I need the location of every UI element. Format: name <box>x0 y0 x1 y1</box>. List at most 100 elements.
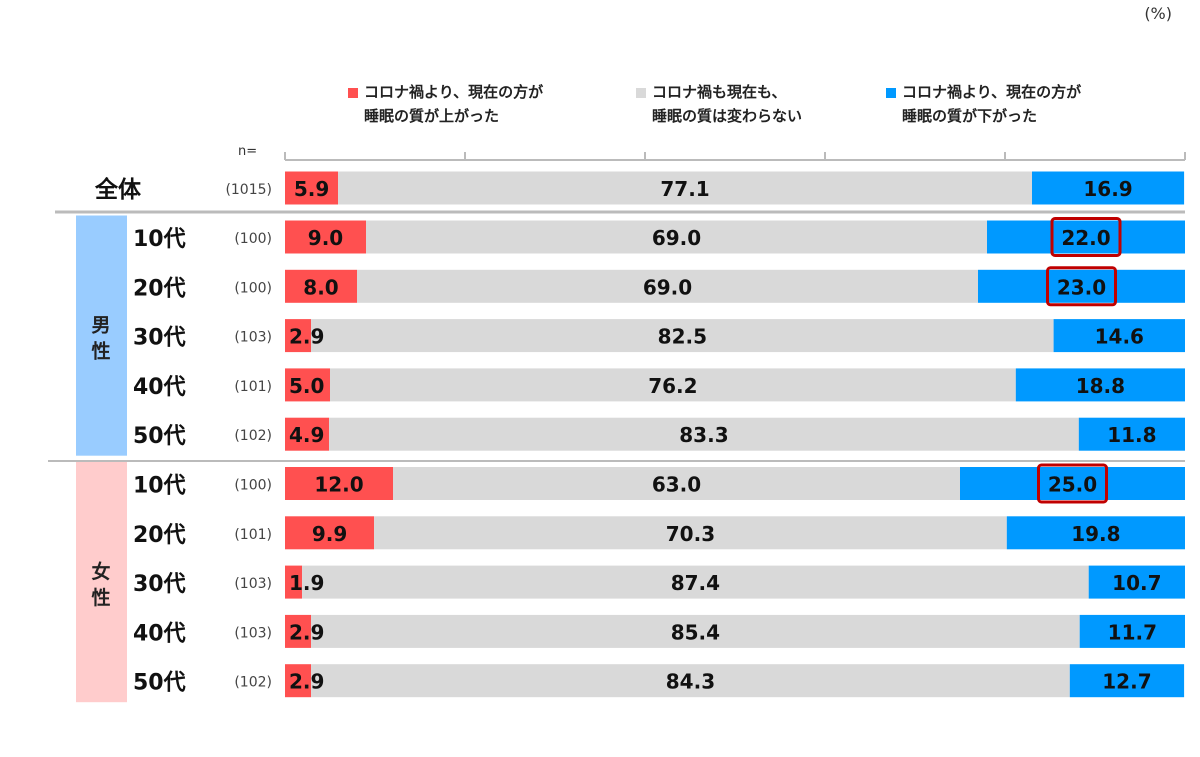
data-label: 12.0 <box>314 473 363 497</box>
n-value: (100) <box>234 478 272 494</box>
n-value: (101) <box>234 379 272 395</box>
n-value: (103) <box>234 625 272 641</box>
bar-segment <box>1006 516 1185 550</box>
row-label: 20代 <box>133 523 186 548</box>
bar-segment <box>285 614 312 648</box>
data-label: 9.0 <box>308 226 343 250</box>
bar-segment <box>285 368 330 402</box>
data-label: 10.7 <box>1112 571 1161 595</box>
row-label: 40代 <box>133 375 186 400</box>
n-value: (100) <box>234 280 272 296</box>
data-label: 70.3 <box>666 522 715 546</box>
legend-text: コロナ禍も現在も、 <box>652 83 787 101</box>
data-label: 12.7 <box>1102 670 1151 694</box>
data-label: 2.9 <box>289 325 324 349</box>
legend-text: 睡眠の質が下がった <box>902 107 1038 125</box>
bar-segment <box>374 516 1007 550</box>
data-label: 4.9 <box>289 423 324 447</box>
bar-segment <box>285 664 312 698</box>
legend-swatch <box>886 87 896 98</box>
data-label: 9.9 <box>312 522 347 546</box>
data-label: 18.8 <box>1076 374 1125 398</box>
unit-label: (%) <box>1144 4 1172 23</box>
n-value: (103) <box>234 330 272 346</box>
row-label: 40代 <box>133 621 186 646</box>
group-box <box>76 462 127 703</box>
data-label: 76.2 <box>648 374 697 398</box>
bar-segment <box>285 467 393 500</box>
bar-segment <box>1069 664 1185 698</box>
data-label: 2.9 <box>289 620 324 644</box>
row-label: 50代 <box>133 424 186 449</box>
bar-segment <box>1032 171 1185 205</box>
data-label: 5.9 <box>294 177 329 201</box>
legend-swatch <box>636 87 646 98</box>
bar-segment <box>285 220 366 254</box>
data-label: 2.9 <box>289 670 324 694</box>
bar-segment <box>338 171 1033 205</box>
data-label: 63.0 <box>652 473 701 497</box>
group-box <box>76 215 127 456</box>
data-label: 5.0 <box>289 374 324 398</box>
n-value: (100) <box>234 231 272 247</box>
bar-segment <box>978 269 1185 303</box>
row-label: 10代 <box>133 474 186 499</box>
n-value: (102) <box>234 428 272 444</box>
data-label: 84.3 <box>666 670 715 694</box>
bar-segment <box>987 220 1185 254</box>
row-label: 全体 <box>94 176 142 203</box>
data-label: 19.8 <box>1071 522 1120 546</box>
row-label: 30代 <box>133 326 186 351</box>
bar-segment <box>1015 368 1185 402</box>
n-value: (102) <box>234 675 272 691</box>
data-label: 69.0 <box>643 275 692 299</box>
bar-segment <box>285 516 375 550</box>
row-label: 10代 <box>133 227 186 252</box>
data-label: 69.0 <box>652 226 701 250</box>
data-label: 77.1 <box>660 177 709 201</box>
legend-item-up: コロナ禍より、現在の方が 睡眠の質が上がった <box>348 80 543 128</box>
group-label: 女 <box>91 560 110 583</box>
row-label: 30代 <box>133 572 186 597</box>
bar-segment <box>366 220 987 254</box>
group-label: 男 <box>91 315 110 337</box>
bar-segment <box>285 417 330 451</box>
bar-segment <box>311 614 1080 648</box>
n-value: (103) <box>234 576 272 592</box>
highlight-box <box>1046 266 1117 307</box>
bar-segment <box>1053 319 1185 353</box>
data-label: 83.3 <box>679 423 728 447</box>
data-label: 16.9 <box>1083 177 1132 201</box>
bar-segment <box>285 319 312 353</box>
data-label: 11.8 <box>1107 423 1156 447</box>
data-label: 1.9 <box>289 571 324 595</box>
bar-segment <box>960 467 1185 500</box>
bar-segment <box>311 319 1054 353</box>
legend-swatch <box>348 87 358 98</box>
row-label: 50代 <box>133 671 186 696</box>
group-label: 性 <box>91 340 110 363</box>
group-label: 性 <box>91 586 110 609</box>
bar-segment <box>1088 565 1185 599</box>
bar-segment <box>285 565 303 599</box>
bar-segment <box>285 171 339 205</box>
data-label: 23.0 <box>1057 275 1106 299</box>
bar-segment <box>393 467 960 500</box>
n-label: n= <box>238 144 258 159</box>
data-label: 82.5 <box>658 325 707 349</box>
row-label: 20代 <box>133 276 186 301</box>
n-value: (1015) <box>225 182 272 198</box>
bar-segment <box>302 565 1089 599</box>
data-label: 11.7 <box>1108 620 1157 644</box>
bar-segment <box>357 269 978 303</box>
data-label: 8.0 <box>303 275 338 299</box>
data-label: 22.0 <box>1061 226 1110 250</box>
legend-text: 睡眠の質が上がった <box>364 107 500 125</box>
data-label: 25.0 <box>1048 473 1097 497</box>
bar-segment <box>1078 417 1185 451</box>
bar-segment <box>1079 614 1185 648</box>
legend-text: コロナ禍より、現在の方が <box>902 83 1082 101</box>
data-label: 14.6 <box>1095 325 1144 349</box>
